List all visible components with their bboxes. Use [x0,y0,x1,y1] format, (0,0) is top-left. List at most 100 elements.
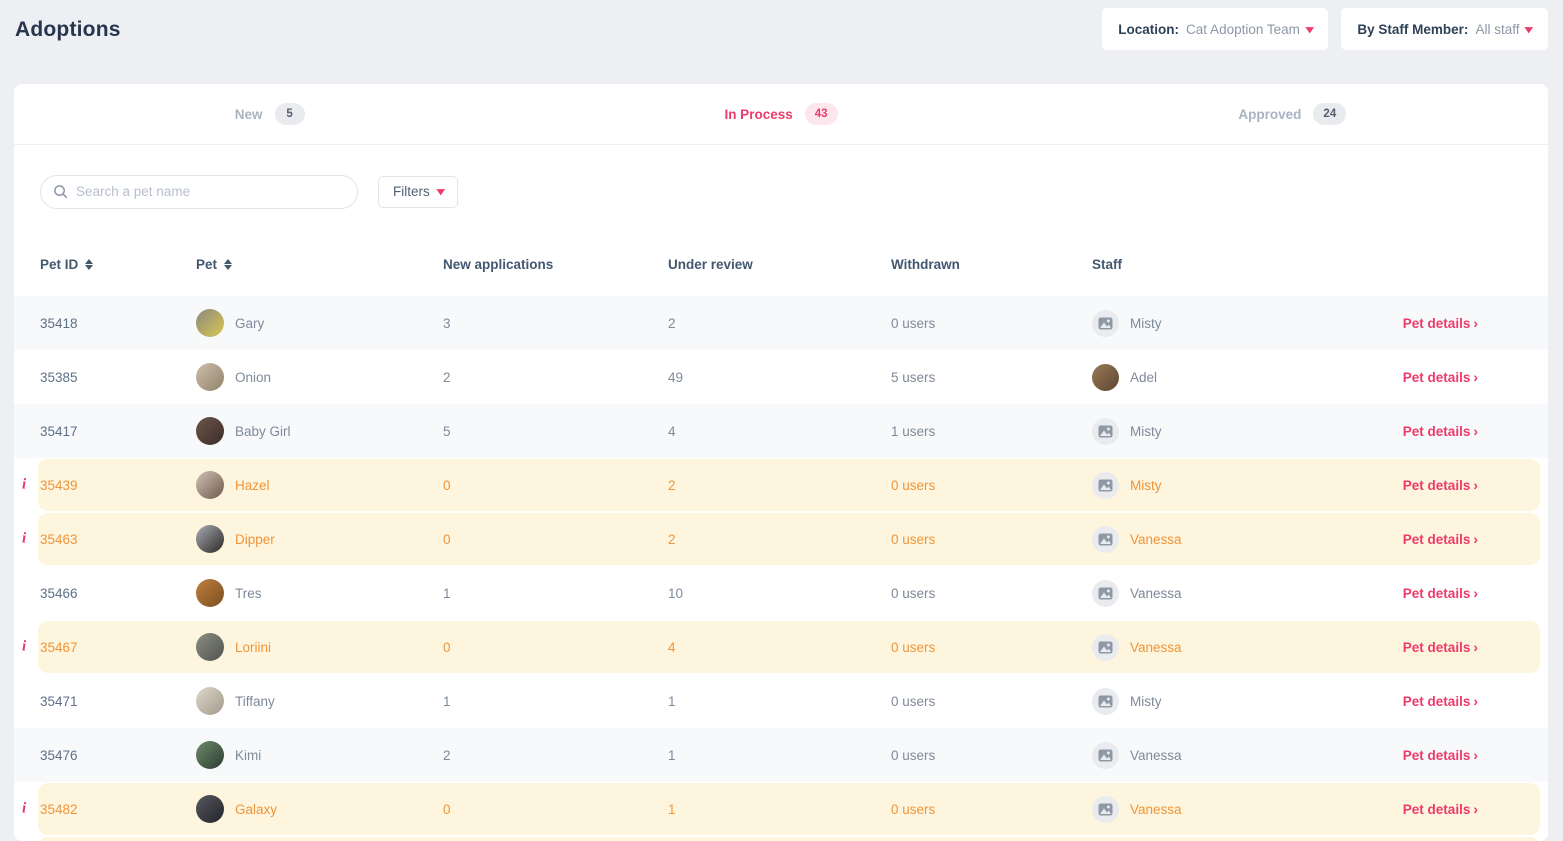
pet-id-cell: 35418 [40,315,78,331]
staff-member-dropdown[interactable]: By Staff Member: All staff ▾ [1341,8,1548,50]
table-row: i 35385 Onion 2 49 5 users Adel Pet deta… [14,350,1548,404]
adoptions-card: New 5 In Process 43 Approved 24 Filters … [14,84,1548,841]
withdrawn-cell: 0 users [891,639,936,655]
pet-name: Loriini [235,639,272,655]
page-title: Adoptions [15,18,121,41]
pet-name: Tres [235,585,262,601]
pet-cell: Galaxy [196,795,443,823]
withdrawn-cell: 1 users [891,423,936,439]
pet-details-link[interactable]: Pet details › [1402,693,1478,709]
sort-icon [224,258,233,270]
pet-name: Galaxy [235,801,278,817]
chevron-down-icon: ▾ [1305,23,1314,36]
pet-details-cell: Pet details › [1372,315,1478,331]
table-row: i 35417 Baby Girl 5 4 1 users Misty Pet … [14,404,1548,458]
table-row: i 35482 Galaxy 0 1 0 users Vanessa Pet d… [14,782,1548,836]
pet-id-cell: 35467 [40,639,78,655]
chevron-right-icon: › [1473,477,1478,493]
search-input[interactable] [76,184,345,199]
withdrawn-cell: 0 users [891,315,936,331]
new-applications-cell: 0 [443,477,451,493]
pet-id-cell: 35463 [40,531,78,547]
under-review-cell: 1 [668,747,676,763]
table-header: Pet ID Pet New applications Under review… [14,232,1548,296]
staff-cell: Misty [1092,687,1372,715]
chevron-down-icon: ▾ [436,186,445,198]
image-placeholder-icon [1092,417,1119,445]
pet-avatar [196,633,224,661]
tab-new[interactable]: New 5 [14,84,525,144]
withdrawn-cell: 0 users [891,693,936,709]
pet-cell: Dipper [196,525,443,553]
table-row: i 35476 Kimi 2 1 0 users Vanessa Pet det… [14,728,1548,782]
table-row: i 35466 Tres 1 10 0 users Vanessa Pet de… [14,566,1548,620]
new-applications-cell: 2 [443,369,451,385]
pet-name: Tiffany [235,693,275,709]
tab-in-process[interactable]: In Process 43 [525,84,1036,144]
chevron-right-icon: › [1473,315,1478,331]
tab-count-badge: 5 [274,103,305,125]
column-header-withdrawn: Withdrawn [891,256,960,272]
staff-cell: Misty [1092,309,1372,337]
pet-details-link[interactable]: Pet details › [1402,747,1478,763]
pet-name: Dipper [235,531,275,547]
search-icon [54,185,68,199]
table-row: i 35439 Hazel 0 2 0 users Misty Pet deta… [14,458,1548,512]
column-header-pet[interactable]: Pet [196,257,443,272]
top-filters: Location: Cat Adoption Team ▾ By Staff M… [1102,8,1548,50]
pet-name: Baby Girl [235,423,291,439]
pet-details-cell: Pet details › [1372,693,1478,709]
pet-details-link[interactable]: Pet details › [1402,315,1478,331]
pet-id-cell: 35417 [40,423,78,439]
pet-details-link[interactable]: Pet details › [1402,477,1478,493]
column-header-under-review: Under review [668,256,753,272]
pet-name: Hazel [235,477,270,493]
column-header-pet-id[interactable]: Pet ID [40,257,196,272]
top-bar: Adoptions Location: Cat Adoption Team ▾ … [0,0,1563,70]
table-row: i 35471 Tiffany 1 1 0 users Misty Pet de… [14,674,1548,728]
pet-details-link[interactable]: Pet details › [1402,369,1478,385]
filters-button[interactable]: Filters ▾ [378,175,459,208]
pet-cell: Tiffany [196,687,443,715]
staff-cell: Misty [1092,417,1372,445]
pet-avatar [196,741,224,769]
pet-id-cell: 35385 [40,369,78,385]
new-applications-cell: 5 [443,423,451,439]
info-icon[interactable]: i [22,638,27,655]
staff-member-label: By Staff Member: [1357,21,1469,37]
withdrawn-cell: 0 users [891,531,936,547]
pet-details-link[interactable]: Pet details › [1402,585,1478,601]
pet-avatar [196,363,224,391]
pet-details-link[interactable]: Pet details › [1402,531,1478,547]
image-placeholder-icon [1092,471,1119,499]
pet-details-cell: Pet details › [1372,585,1478,601]
under-review-cell: 2 [668,531,676,547]
info-icon[interactable]: i [22,476,27,493]
pet-details-cell: Pet details › [1372,639,1478,655]
withdrawn-cell: 5 users [891,369,936,385]
location-dropdown[interactable]: Location: Cat Adoption Team ▾ [1102,8,1329,50]
under-review-cell: 4 [668,639,676,655]
pet-id-cell: 35439 [40,477,78,493]
pet-details-link[interactable]: Pet details › [1402,801,1478,817]
image-placeholder-icon [1092,309,1119,337]
new-applications-cell: 3 [443,315,451,331]
pet-details-cell: Pet details › [1372,369,1478,385]
pet-cell: Onion [196,363,443,391]
pet-cell: Loriini [196,633,443,661]
chevron-down-icon: ▾ [1525,23,1534,36]
pet-cell: Kimi [196,741,443,769]
pet-avatar [196,471,224,499]
pet-details-cell: Pet details › [1372,747,1478,763]
chevron-right-icon: › [1473,585,1478,601]
image-placeholder-icon [1092,687,1119,715]
tab-approved[interactable]: Approved 24 [1037,84,1548,144]
info-icon[interactable]: i [22,800,27,817]
staff-photo-avatar [1092,363,1119,391]
pet-details-link[interactable]: Pet details › [1402,423,1478,439]
pet-details-link[interactable]: Pet details › [1402,639,1478,655]
next-row-partial [38,837,1540,841]
pet-details-cell: Pet details › [1372,801,1478,817]
info-icon[interactable]: i [22,530,27,547]
